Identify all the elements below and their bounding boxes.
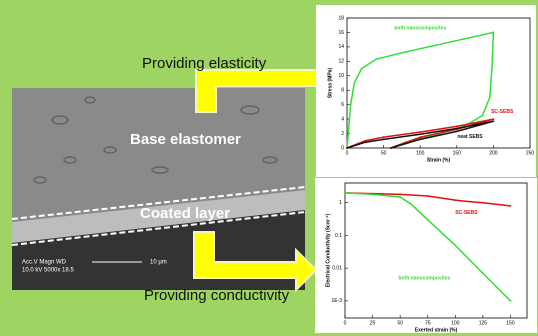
data-point: [390, 147, 392, 149]
y-tick-label: 14: [338, 44, 344, 50]
data-point: [482, 202, 484, 204]
caption: Providing conductivity: [144, 287, 290, 304]
x-tick-label: 50: [397, 320, 403, 326]
x-tick-label: 150: [506, 320, 515, 326]
y-tick-label: 8: [341, 88, 344, 94]
x-tick-label: 0: [344, 320, 347, 326]
y-axis-label: Stress (MPa): [327, 68, 333, 99]
data-point: [454, 244, 456, 246]
x-tick-label: 100: [416, 150, 425, 156]
series-label: SC-SEBS: [455, 210, 478, 216]
series-label: neat SEBS: [457, 134, 483, 140]
data-point: [419, 136, 421, 138]
x-tick-label: 125: [479, 320, 488, 326]
y-axis-label: Electrical Conductivity (Scm⁻¹): [325, 213, 331, 287]
sem-image: Acc.V Magn WD 10.0 kV 5000x 18.5 10 μm: [12, 88, 305, 290]
scale-bar-label: 10 μm: [150, 260, 167, 266]
data-point: [383, 138, 385, 140]
x-tick-label: 200: [489, 150, 498, 156]
data-point: [465, 200, 467, 202]
x-tick-label: 0: [346, 150, 349, 156]
series-label: both nanocomposites: [398, 275, 450, 281]
figure: Acc.V Magn WD 10.0 kV 5000x 18.5 10 μm B…: [0, 0, 538, 336]
data-point: [399, 193, 401, 195]
data-point: [491, 68, 493, 70]
data-point: [419, 131, 421, 133]
chart-panel: [315, 178, 537, 333]
data-point: [399, 196, 401, 198]
data-point: [510, 300, 512, 302]
x-tick-label: 50: [381, 150, 387, 156]
data-point: [375, 58, 377, 60]
data-point: [350, 104, 352, 106]
data-point: [419, 133, 421, 135]
caption: Providing elasticity: [142, 55, 267, 72]
data-point: [383, 136, 385, 138]
x-axis-label: Strain (%): [427, 157, 451, 163]
data-point: [510, 205, 512, 207]
layer-label: Base elastomer: [130, 131, 241, 148]
data-point: [456, 128, 458, 130]
data-point: [493, 118, 495, 120]
y-tick-label: 6: [341, 102, 344, 108]
y-tick-label: 1E-3: [331, 298, 342, 304]
x-tick-label: 75: [425, 320, 431, 326]
data-point: [346, 147, 348, 149]
y-tick-label: 0: [341, 145, 344, 151]
x-axis-label: Exerted strain (%): [415, 327, 458, 333]
data-point: [454, 199, 456, 201]
data-point: [410, 203, 412, 205]
y-tick-label: 18: [338, 15, 344, 21]
data-point: [456, 130, 458, 132]
x-tick-label: 150: [453, 150, 462, 156]
data-point: [372, 193, 374, 195]
sem-info: 10.0 kV 5000x 18.5: [22, 268, 74, 274]
x-tick-label: 25: [370, 320, 376, 326]
y-tick-label: 4: [341, 116, 344, 122]
layer-label: Coated layer: [140, 205, 230, 222]
data-point: [493, 120, 495, 122]
data-point: [353, 82, 355, 84]
data-point: [489, 97, 491, 99]
series-label: SC-SEBS: [491, 109, 514, 115]
data-point: [434, 45, 436, 47]
data-point: [463, 38, 465, 40]
data-point: [482, 115, 484, 117]
series-label: both nanocomposites: [394, 25, 446, 31]
data-point: [361, 68, 363, 70]
y-tick-label: 1: [339, 200, 342, 206]
y-tick-label: 0.1: [335, 233, 342, 239]
data-point: [405, 51, 407, 53]
data-point: [456, 125, 458, 127]
data-point: [427, 219, 429, 221]
y-tick-label: 2: [341, 131, 344, 137]
y-tick-label: 16: [338, 30, 344, 36]
sem-info: Acc.V Magn WD: [22, 260, 67, 266]
data-point: [427, 195, 429, 197]
x-tick-label: 100: [451, 320, 460, 326]
data-point: [364, 141, 366, 143]
y-tick-label: 12: [338, 59, 344, 65]
data-point: [419, 138, 421, 140]
data-point: [493, 32, 495, 34]
data-point: [482, 272, 484, 274]
data-point: [344, 192, 346, 194]
x-tick-label: 250: [526, 150, 535, 156]
y-tick-label: 0.01: [332, 265, 342, 271]
y-tick-label: 10: [338, 73, 344, 79]
